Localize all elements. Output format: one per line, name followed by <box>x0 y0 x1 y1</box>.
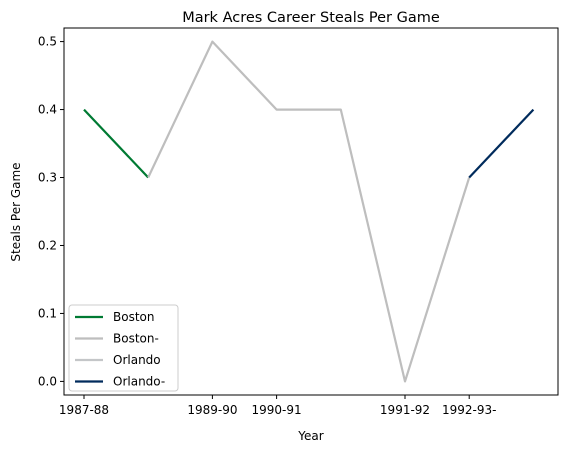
legend: Boston Boston- Orlando Orlando- <box>68 304 179 392</box>
x-tick-label: 1987-88 <box>59 403 109 417</box>
series-line-3 <box>468 108 535 179</box>
legend-label: Boston <box>113 310 154 324</box>
y-tick-label: 0.2 <box>38 238 57 252</box>
series-layer <box>83 40 535 383</box>
y-tick-label: 0.1 <box>38 306 57 320</box>
y-tick-label: 0.4 <box>38 103 57 117</box>
x-tick-label: 1992-93- <box>442 403 496 417</box>
x-tick-label: 1989-90 <box>187 403 237 417</box>
x-axis: 1987-88 1989-90 1990-91 1991-92 1992-93- <box>59 395 496 417</box>
legend-box <box>68 304 179 392</box>
legend-label: Orlando- <box>113 375 165 389</box>
x-axis-label: Year <box>297 429 323 443</box>
y-tick-label: 0.0 <box>38 374 57 388</box>
legend-label: Boston- <box>113 332 159 346</box>
y-tick-label: 0.5 <box>38 35 57 49</box>
series-line-0 <box>83 108 149 179</box>
chart-title: Mark Acres Career Steals Per Game <box>182 10 440 26</box>
legend-label: Orlando <box>113 353 161 367</box>
x-tick-label: 1991-92 <box>380 403 430 417</box>
x-tick-label: 1990-91 <box>252 403 302 417</box>
series-line-1 <box>147 40 471 383</box>
y-axis-label: Steals Per Game <box>9 162 23 261</box>
y-tick-label: 0.3 <box>38 171 57 185</box>
y-axis: 0.0 0.1 0.2 0.3 0.4 0.5 <box>38 35 64 388</box>
